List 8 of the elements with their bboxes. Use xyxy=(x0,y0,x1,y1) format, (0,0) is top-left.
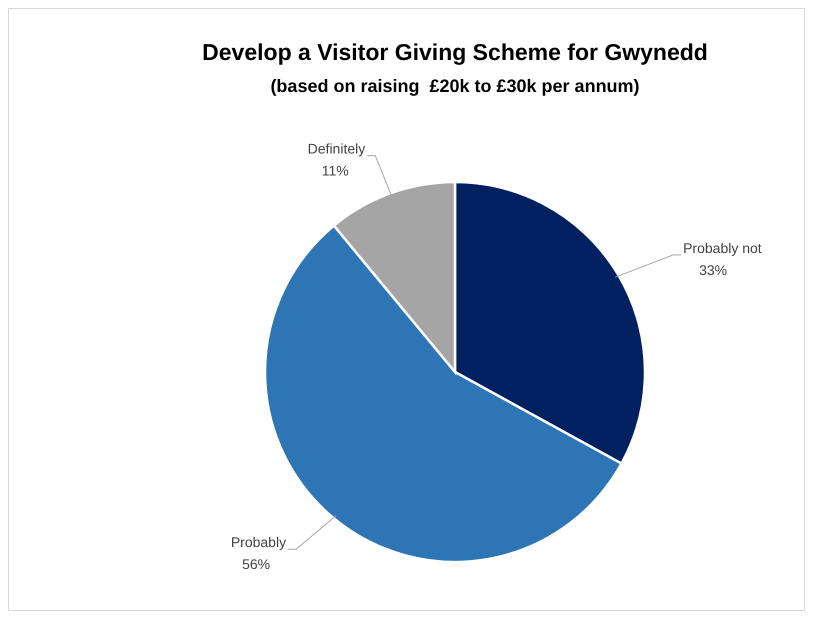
chart-title: Develop a Visitor Giving Scheme for Gwynedd xyxy=(202,39,708,65)
data-label: 33% xyxy=(699,262,728,278)
chart-subtitle: (based on raising £20k to £30k per annum) xyxy=(270,76,640,96)
data-label: 56% xyxy=(242,556,270,572)
slice-label: Definitely xyxy=(308,140,366,157)
data-label: 11% xyxy=(322,162,349,179)
slice-label: Probably not xyxy=(683,240,762,256)
slice-label: Probably xyxy=(230,534,286,550)
